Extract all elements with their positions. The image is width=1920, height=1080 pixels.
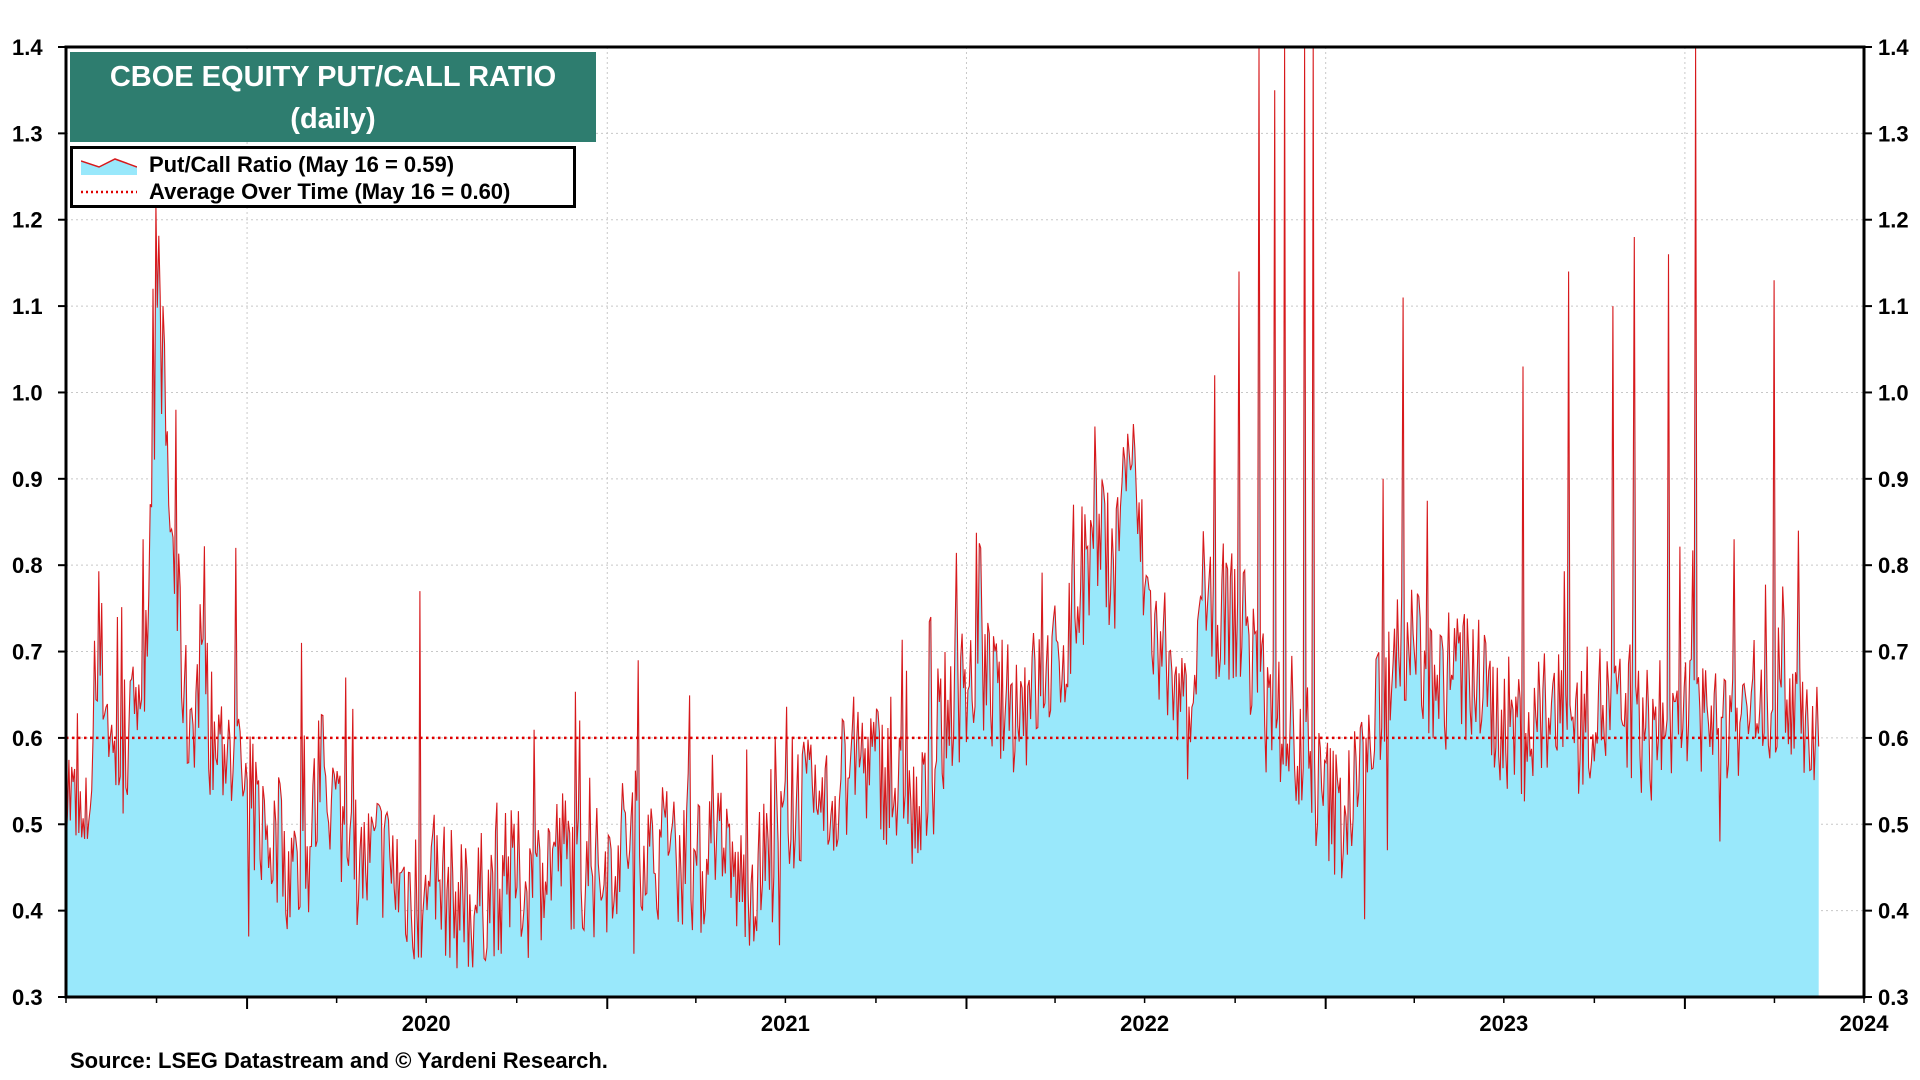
y-axis-right: 0.3 0.4 0.5 0.6 0.7 0.8 0.9 1.0 1.1 1.2 1.3 1.4 xyxy=(1864,35,1909,1010)
x-tick-label: 2023 xyxy=(1479,1011,1528,1036)
y-tick-label-left: 1.3 xyxy=(12,121,43,146)
chart-title-box: CBOE EQUITY PUT/CALL RATIO (daily) xyxy=(70,52,596,142)
legend-swatch-average xyxy=(81,190,137,194)
y-tick-label-left: 0.8 xyxy=(12,553,43,578)
y-tick-label-right: 1.4 xyxy=(1878,35,1909,60)
y-tick-label-left: 0.9 xyxy=(12,467,43,492)
legend-label-average: Average Over Time (May 16 = 0.60) xyxy=(149,179,511,204)
chart-title: CBOE EQUITY PUT/CALL RATIO xyxy=(109,61,557,93)
x-tick-label: 2022 xyxy=(1120,1011,1169,1036)
x-tick-label: 2024 xyxy=(1840,1011,1890,1036)
y-tick-label-left: 1.0 xyxy=(12,380,43,405)
y-tick-label-right: 0.9 xyxy=(1878,467,1909,492)
legend-item-average: Average Over Time (May 16 = 0.60) xyxy=(81,179,510,205)
x-tick-label: 2021 xyxy=(761,1011,810,1036)
legend-item-series: Put/Call Ratio (May 16 = 0.59) xyxy=(81,152,454,178)
y-tick-label-right: 0.6 xyxy=(1878,726,1909,751)
legend-label-series: Put/Call Ratio (May 16 = 0.59) xyxy=(149,152,455,177)
y-tick-label-left: 1.4 xyxy=(12,35,43,60)
series-area xyxy=(65,46,1820,997)
y-tick-label-right: 0.4 xyxy=(1878,899,1909,924)
y-axis-left: 0.3 0.4 0.5 0.6 0.7 0.8 0.9 1.0 1.1 1.2 1.3 1.4 xyxy=(12,35,66,1010)
y-tick-label-right: 0.7 xyxy=(1878,640,1909,665)
source-note: Source: LSEG Datastream and © Yardeni Re… xyxy=(70,1048,608,1073)
legend: Put/Call Ratio (May 16 = 0.59) Average O… xyxy=(70,146,576,208)
y-tick-label-left: 1.2 xyxy=(12,208,43,233)
y-tick-label-right: 0.5 xyxy=(1878,812,1909,837)
y-tick-label-left: 0.4 xyxy=(12,899,43,924)
y-tick-label-right: 0.8 xyxy=(1878,553,1909,578)
y-tick-label-left: 1.1 xyxy=(12,294,43,319)
y-tick-label-left: 0.7 xyxy=(12,640,43,665)
x-axis: 2020 2021 2022 2023 2024 xyxy=(65,997,1890,1036)
y-tick-label-right: 0.3 xyxy=(1878,985,1909,1010)
y-tick-label-right: 1.0 xyxy=(1878,380,1909,405)
y-tick-label-right: 1.2 xyxy=(1878,208,1909,233)
y-tick-label-left: 0.3 xyxy=(12,985,43,1010)
y-tick-label-right: 1.3 xyxy=(1878,121,1909,146)
series-line xyxy=(65,46,1820,969)
y-tick-label-left: 0.5 xyxy=(12,812,43,837)
x-tick-label: 2020 xyxy=(402,1011,451,1036)
chart-subtitle: (daily) xyxy=(290,103,376,135)
y-tick-label-right: 1.1 xyxy=(1878,294,1909,319)
plot-frame xyxy=(64,45,1866,999)
legend-swatch-area xyxy=(81,158,137,175)
y-tick-label-left: 0.6 xyxy=(12,726,43,751)
